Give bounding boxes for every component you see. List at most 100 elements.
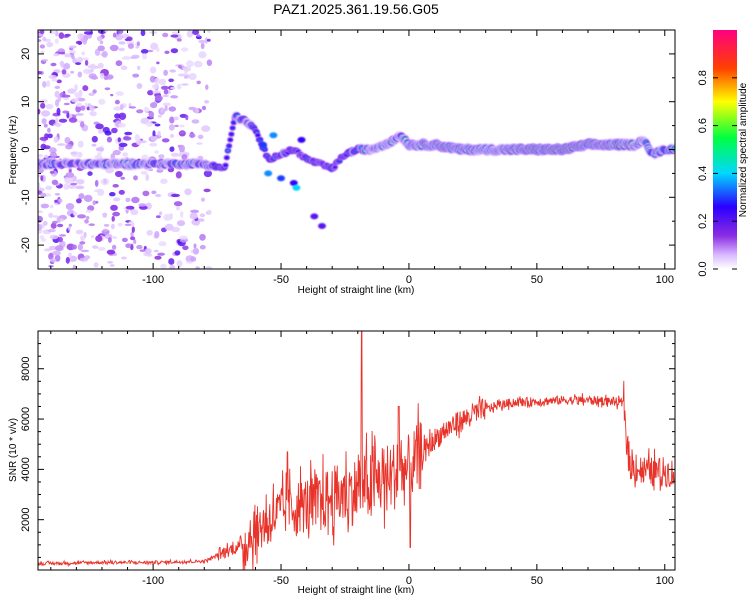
noise-speckle	[133, 239, 137, 244]
noise-speckle	[179, 124, 185, 128]
noise-speckle	[96, 36, 103, 42]
noise-speckle	[133, 175, 138, 181]
noise-speckle	[136, 41, 140, 46]
noise-speckle	[90, 235, 95, 239]
noise-speckle	[40, 192, 47, 198]
noise-speckle	[109, 192, 116, 197]
spectrogram-ylabel: Frequency (Hz)	[8, 116, 19, 185]
noise-speckle	[154, 150, 159, 154]
noise-speckle	[75, 105, 82, 113]
noise-speckle	[162, 102, 172, 107]
noise-speckle	[43, 145, 51, 150]
noise-speckle	[55, 245, 64, 252]
noise-speckle	[131, 226, 135, 233]
noise-speckle	[149, 142, 158, 147]
noise-speckle	[74, 92, 83, 98]
noise-speckle	[88, 73, 97, 79]
y-tick-label: 2000	[20, 507, 32, 531]
noise-speckle	[101, 213, 108, 216]
noise-speckle	[104, 30, 108, 33]
noise-speckle	[62, 110, 70, 114]
noise-speckle	[75, 179, 85, 185]
noise-speckle	[115, 60, 123, 67]
noise-speckle	[140, 171, 148, 175]
noise-speckle	[174, 124, 179, 128]
noise-speckle	[170, 152, 180, 157]
noise-speckle	[64, 137, 71, 144]
noise-speckle	[149, 66, 157, 74]
noise-speckle	[49, 170, 55, 174]
noise-speckle	[88, 92, 95, 97]
noise-speckle	[95, 147, 104, 152]
ridge-cell	[231, 121, 236, 124]
noise-speckle	[48, 252, 54, 260]
ridge-blob	[289, 180, 298, 186]
noise-speckle	[92, 245, 99, 249]
noise-speckle	[182, 66, 192, 72]
noise-speckle	[87, 103, 91, 107]
noise-speckle	[154, 95, 163, 102]
noise-speckle	[111, 127, 118, 134]
noise-speckle	[106, 136, 112, 143]
x-tick-label: 100	[656, 575, 674, 587]
noise-speckle	[40, 30, 45, 35]
noise-speckle	[71, 244, 77, 250]
noise-speckle	[158, 154, 165, 159]
noise-speckle	[203, 170, 212, 178]
noise-speckle	[130, 236, 136, 241]
noise-speckle	[156, 61, 160, 65]
noise-speckle	[108, 237, 112, 243]
figure-title: PAZ1.2025.361.19.56.G05	[273, 1, 439, 17]
noise-speckle	[154, 249, 159, 253]
noise-speckle	[94, 179, 99, 187]
noise-speckle	[55, 117, 59, 126]
noise-speckle	[89, 104, 95, 112]
noise-speckle	[46, 80, 51, 88]
noise-speckle	[176, 220, 186, 227]
noise-speckle	[126, 36, 133, 42]
snr-background	[38, 331, 675, 570]
noise-speckle	[160, 178, 168, 184]
noise-speckle	[100, 72, 105, 79]
noise-speckle	[72, 211, 78, 216]
noise-speckle	[201, 105, 207, 111]
noise-speckle	[163, 69, 169, 76]
noise-speckle	[206, 38, 211, 42]
noise-speckle	[117, 222, 123, 227]
noise-speckle	[206, 59, 213, 66]
noise-speckle	[42, 59, 49, 62]
noise-speckle	[159, 78, 167, 86]
noise-speckle	[117, 30, 124, 35]
noise-speckle	[138, 140, 147, 144]
noise-speckle	[63, 102, 70, 106]
noise-speckle	[98, 129, 103, 134]
noise-speckle	[65, 203, 75, 210]
noise-speckle	[38, 71, 42, 75]
noise-speckle	[152, 90, 161, 94]
ridge-blob	[277, 175, 285, 182]
noise-speckle	[147, 90, 154, 96]
noise-speckle	[38, 39, 42, 43]
noise-speckle	[85, 209, 93, 213]
noise-speckle	[61, 69, 67, 75]
noise-speckle	[63, 183, 70, 191]
ridge-cell	[256, 134, 260, 137]
noise-speckle	[178, 64, 182, 69]
y-tick-label: -10	[20, 189, 32, 205]
noise-speckle	[97, 152, 102, 156]
noise-speckle	[38, 153, 43, 158]
noise-speckle	[120, 65, 128, 71]
noise-speckle	[70, 70, 75, 74]
noise-speckle	[134, 134, 140, 142]
noise-speckle	[51, 179, 59, 185]
noise-speckle	[125, 197, 131, 203]
noise-speckle	[68, 168, 72, 174]
noise-speckle	[80, 249, 90, 253]
noise-speckle	[112, 184, 119, 188]
noise-speckle	[39, 99, 48, 103]
noise-speckle	[152, 84, 159, 90]
noise-speckle	[146, 229, 153, 236]
noise-speckle	[43, 154, 49, 159]
noise-speckle	[169, 69, 176, 73]
